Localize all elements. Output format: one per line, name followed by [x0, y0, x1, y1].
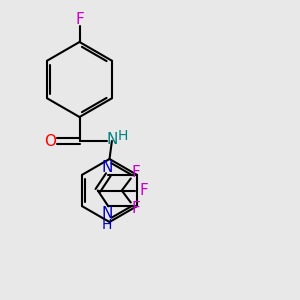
Text: O: O	[44, 134, 56, 148]
Text: H: H	[118, 129, 128, 142]
Text: F: F	[132, 165, 141, 180]
Text: F: F	[75, 12, 84, 27]
Text: H: H	[102, 218, 112, 232]
Text: N: N	[101, 160, 112, 175]
Text: F: F	[132, 201, 141, 216]
Text: N: N	[101, 206, 112, 221]
Text: F: F	[139, 183, 148, 198]
Text: N: N	[106, 132, 118, 147]
